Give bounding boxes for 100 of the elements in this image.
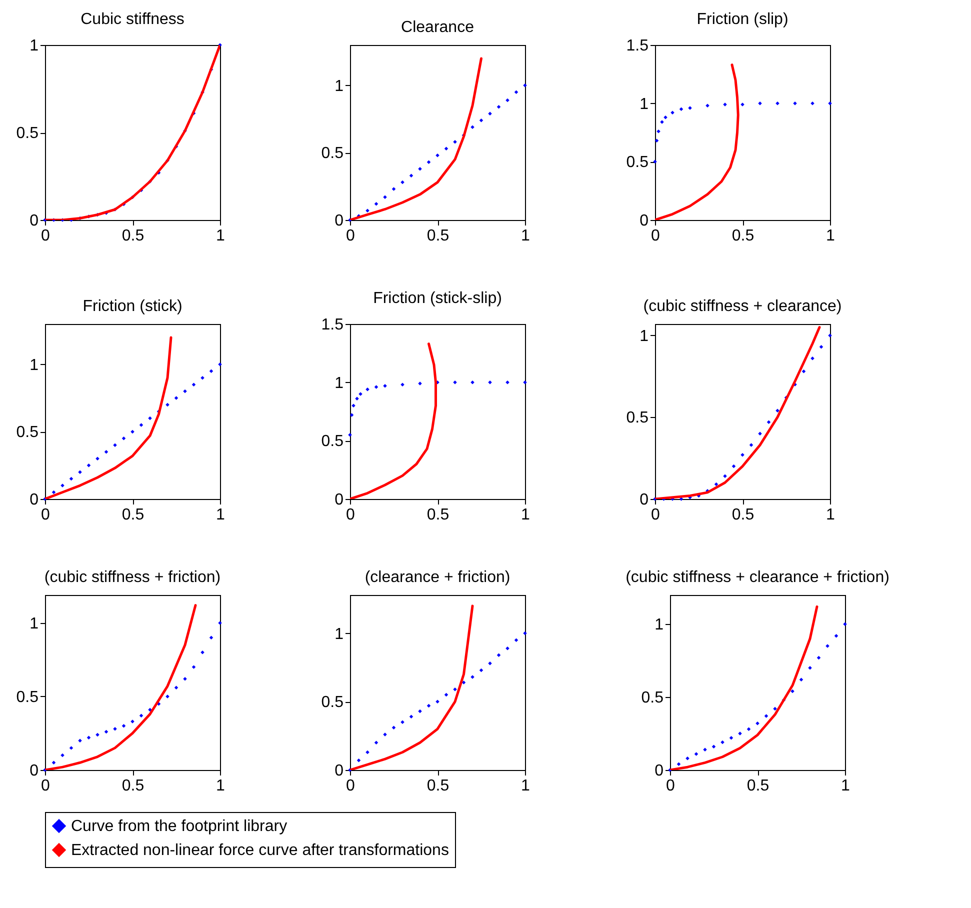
point: [686, 756, 690, 760]
point: [366, 750, 370, 754]
y-tick-label: 0: [640, 492, 649, 508]
point: [192, 665, 196, 669]
x-tick-label: 0.5: [426, 778, 450, 794]
point: [183, 389, 187, 394]
point: [462, 680, 466, 684]
chart-title: (cubic stiffness + clearance): [643, 298, 842, 315]
chart-title: Cubic stiffness: [80, 11, 184, 28]
chart-title: Friction (stick): [82, 298, 182, 315]
point: [356, 758, 361, 762]
x-tick-label: 0: [346, 506, 356, 524]
point: [383, 384, 387, 388]
y-tick-label: 0: [30, 762, 39, 780]
y-tick-label: 0.5: [321, 694, 344, 712]
point: [200, 376, 204, 380]
x-tick-label: 1: [521, 778, 530, 794]
y-tick-label: 0.5: [626, 410, 649, 427]
point: [758, 101, 762, 106]
x-tick-label: 1: [521, 506, 530, 524]
point: [664, 115, 668, 120]
point: [740, 452, 744, 457]
point: [670, 110, 674, 115]
y-tick-label: 1: [334, 626, 344, 643]
point: [790, 689, 794, 694]
x-tick-label: 1: [841, 778, 850, 794]
point: [810, 356, 814, 360]
chart-title: Friction (stick-slip): [373, 290, 502, 307]
point: [139, 714, 144, 718]
point: [352, 404, 356, 408]
point: [392, 726, 396, 730]
point: [523, 380, 527, 384]
y-tick-label: 1: [30, 356, 39, 374]
point: [60, 753, 64, 758]
y-tick-label: 1: [654, 616, 664, 634]
y-tick-label: 0: [334, 492, 344, 508]
point: [496, 105, 501, 109]
y-tick-label: 0.5: [321, 145, 344, 162]
y-tick-label: 0.5: [16, 688, 39, 706]
y-tick-label: 0: [640, 212, 649, 230]
y-tick-label: 0.5: [626, 154, 649, 172]
point: [122, 436, 126, 440]
x-tick-label: 1: [216, 506, 226, 524]
point: [426, 160, 431, 164]
chart-title: (cubic stiffness + clearance + friction): [626, 569, 890, 586]
point: [706, 104, 710, 108]
y-tick-label: 1.5: [321, 316, 344, 334]
point: [828, 101, 832, 106]
point: [96, 732, 100, 737]
x-tick-label: 1: [216, 778, 226, 794]
point: [843, 622, 847, 626]
x-tick-label: 0.5: [426, 506, 450, 524]
x-tick-label: 1: [521, 228, 530, 244]
x-tick-label: 0: [41, 778, 50, 794]
point: [148, 416, 152, 420]
y-tick-label: 0.5: [16, 125, 39, 142]
chart-title: Clearance: [401, 19, 474, 36]
point: [656, 129, 660, 134]
point: [166, 402, 170, 407]
point: [418, 709, 422, 714]
x-tick-label: 0: [346, 778, 356, 794]
point: [488, 112, 492, 116]
x-tick-label: 0: [346, 228, 356, 244]
point: [418, 166, 422, 171]
point: [69, 746, 74, 750]
point: [392, 187, 396, 191]
point: [139, 423, 144, 427]
point: [776, 408, 780, 413]
point: [694, 752, 698, 756]
point: [488, 380, 492, 384]
y-tick-label: 0.5: [321, 433, 344, 450]
y-tick-label: 1: [30, 38, 39, 54]
x-tick-label: 0.5: [122, 778, 144, 794]
point: [819, 345, 824, 349]
x-tick-label: 0: [41, 506, 50, 524]
point: [174, 396, 178, 400]
y-tick-label: 1: [640, 328, 649, 345]
x-tick-label: 0: [41, 228, 50, 244]
x-tick-label: 1: [216, 228, 226, 244]
point: [802, 370, 806, 374]
point: [148, 708, 152, 712]
point: [400, 180, 404, 184]
point: [400, 720, 404, 724]
point: [764, 714, 768, 718]
point: [793, 101, 797, 106]
point: [720, 740, 724, 744]
point: [348, 432, 352, 437]
y-tick-label: 0: [30, 212, 39, 230]
point: [773, 706, 777, 711]
x-tick-label: 0.5: [122, 228, 144, 244]
x-tick-label: 0.5: [426, 228, 450, 244]
point: [113, 726, 117, 731]
x-tick-label: 1: [826, 506, 836, 524]
point: [470, 380, 474, 384]
point: [366, 387, 370, 392]
point: [436, 700, 440, 704]
point: [756, 721, 760, 726]
point: [192, 382, 196, 386]
point: [514, 90, 518, 94]
chart-title: (cubic stiffness + friction): [44, 569, 221, 586]
